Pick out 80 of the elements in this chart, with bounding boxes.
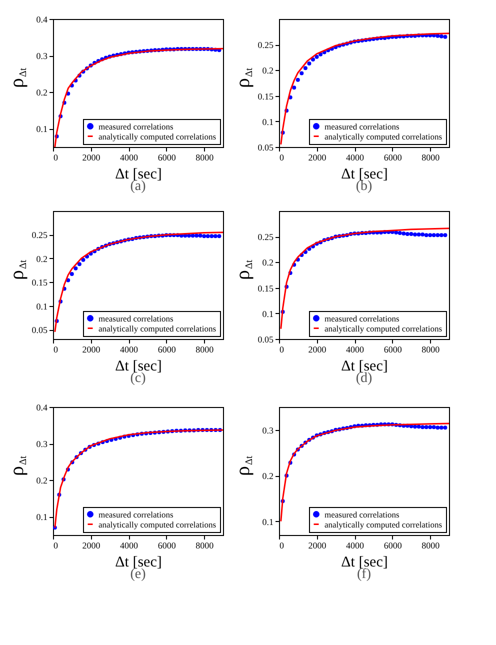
- y-tick-label: 0.15: [32, 278, 48, 288]
- y-tick-label: 0.2: [36, 476, 48, 486]
- x-tick-label: 6000: [384, 540, 402, 550]
- y-axis-title: ρΔt: [6, 260, 29, 280]
- text: (f): [357, 567, 372, 582]
- x-tick-label: 2000: [82, 540, 101, 550]
- y-axis-title: ρΔt: [6, 456, 29, 476]
- y-tick-label: 0.05: [258, 142, 274, 152]
- y-tick-label: 0.2: [262, 66, 274, 76]
- y-tick-label: 0.1: [36, 301, 48, 312]
- legend-label: measured correlations: [324, 313, 400, 324]
- y-tick-label: 0.25: [32, 230, 48, 240]
- text: (d): [356, 371, 372, 386]
- y-tick-label: 0.2: [262, 471, 274, 482]
- x-tick-label: 4000: [120, 344, 139, 354]
- x-tick-label: 2000: [82, 344, 101, 354]
- legend-label: analytically computed correlations: [98, 131, 216, 142]
- y-axis-title: ρΔt: [232, 456, 255, 476]
- legend-label: analytically computed correlations: [324, 131, 442, 142]
- x-tick-label: 6000: [158, 344, 176, 354]
- x-tick-label: 8000: [196, 152, 214, 162]
- x-tick-label: 4000: [346, 540, 365, 550]
- x-tick-label: 6000: [384, 152, 402, 162]
- y-axis-title: ρΔt: [232, 68, 255, 88]
- x-tick-label: 0: [280, 540, 284, 550]
- legend-label: analytically computed correlations: [98, 323, 216, 334]
- x-tick-label: 0: [280, 344, 284, 354]
- x-tick-label: 8000: [422, 152, 440, 162]
- y-tick-label: 0.1: [36, 124, 48, 134]
- x-tick-label: 2000: [308, 344, 327, 354]
- x-tick-label: 6000: [384, 344, 402, 354]
- y-axis-title: ρΔt: [232, 260, 255, 280]
- legend-label: measured correlations: [98, 313, 174, 324]
- x-tick-label: 4000: [346, 344, 365, 354]
- y-tick-label: 0.1: [262, 516, 274, 527]
- x-tick-label: 8000: [196, 540, 214, 550]
- y-tick-label: 0.05: [32, 325, 48, 336]
- x-tick-label: 4000: [346, 152, 365, 162]
- y-tick-label: 0.4: [36, 402, 48, 412]
- x-tick-label: 6000: [158, 540, 176, 550]
- x-tick-label: 8000: [196, 344, 214, 354]
- y-tick-label: 0.3: [262, 425, 274, 436]
- y-tick-label: 0.3: [36, 439, 48, 450]
- legend-label: analytically computed correlations: [98, 519, 216, 530]
- y-tick-label: 0.1: [262, 308, 274, 319]
- x-tick-label: 6000: [158, 152, 176, 162]
- legend-label: analytically computed correlations: [324, 519, 442, 530]
- y-tick-label: 0.2: [36, 254, 48, 264]
- y-tick-label: 0.05: [258, 334, 274, 344]
- y-tick-label: 0.4: [36, 14, 48, 24]
- x-tick-label: 2000: [308, 540, 327, 550]
- y-tick-label: 0.25: [258, 40, 274, 50]
- legend-label: measured correlations: [324, 509, 400, 520]
- y-tick-label: 0.2: [36, 88, 48, 98]
- y-tick-label: 0.1: [262, 116, 274, 127]
- legend-label: measured correlations: [98, 121, 174, 132]
- y-axis-title: ρΔt: [6, 68, 29, 88]
- text: (b): [356, 179, 372, 194]
- x-tick-label: 0: [280, 152, 284, 162]
- x-tick-label: 8000: [422, 344, 440, 354]
- legend-label: measured correlations: [324, 121, 400, 132]
- text: (e): [130, 567, 146, 582]
- y-tick-label: 0.1: [36, 512, 48, 522]
- x-tick-label: 0: [54, 344, 58, 354]
- x-tick-label: 4000: [120, 540, 139, 550]
- x-tick-label: 8000: [422, 540, 440, 550]
- x-tick-label: 2000: [82, 152, 101, 162]
- x-tick-label: 4000: [120, 152, 139, 162]
- y-tick-label: 0.15: [258, 91, 274, 102]
- y-tick-label: 0.2: [262, 258, 274, 268]
- y-tick-label: 0.25: [258, 232, 274, 242]
- text: (c): [130, 371, 146, 386]
- legend-label: measured correlations: [98, 509, 174, 520]
- x-tick-label: 0: [54, 540, 58, 550]
- x-tick-label: 2000: [308, 152, 327, 162]
- x-tick-label: 0: [54, 152, 58, 162]
- legend-label: analytically computed correlations: [324, 323, 442, 334]
- text: (a): [130, 179, 146, 194]
- y-tick-label: 0.3: [36, 51, 48, 62]
- y-tick-label: 0.15: [258, 283, 274, 294]
